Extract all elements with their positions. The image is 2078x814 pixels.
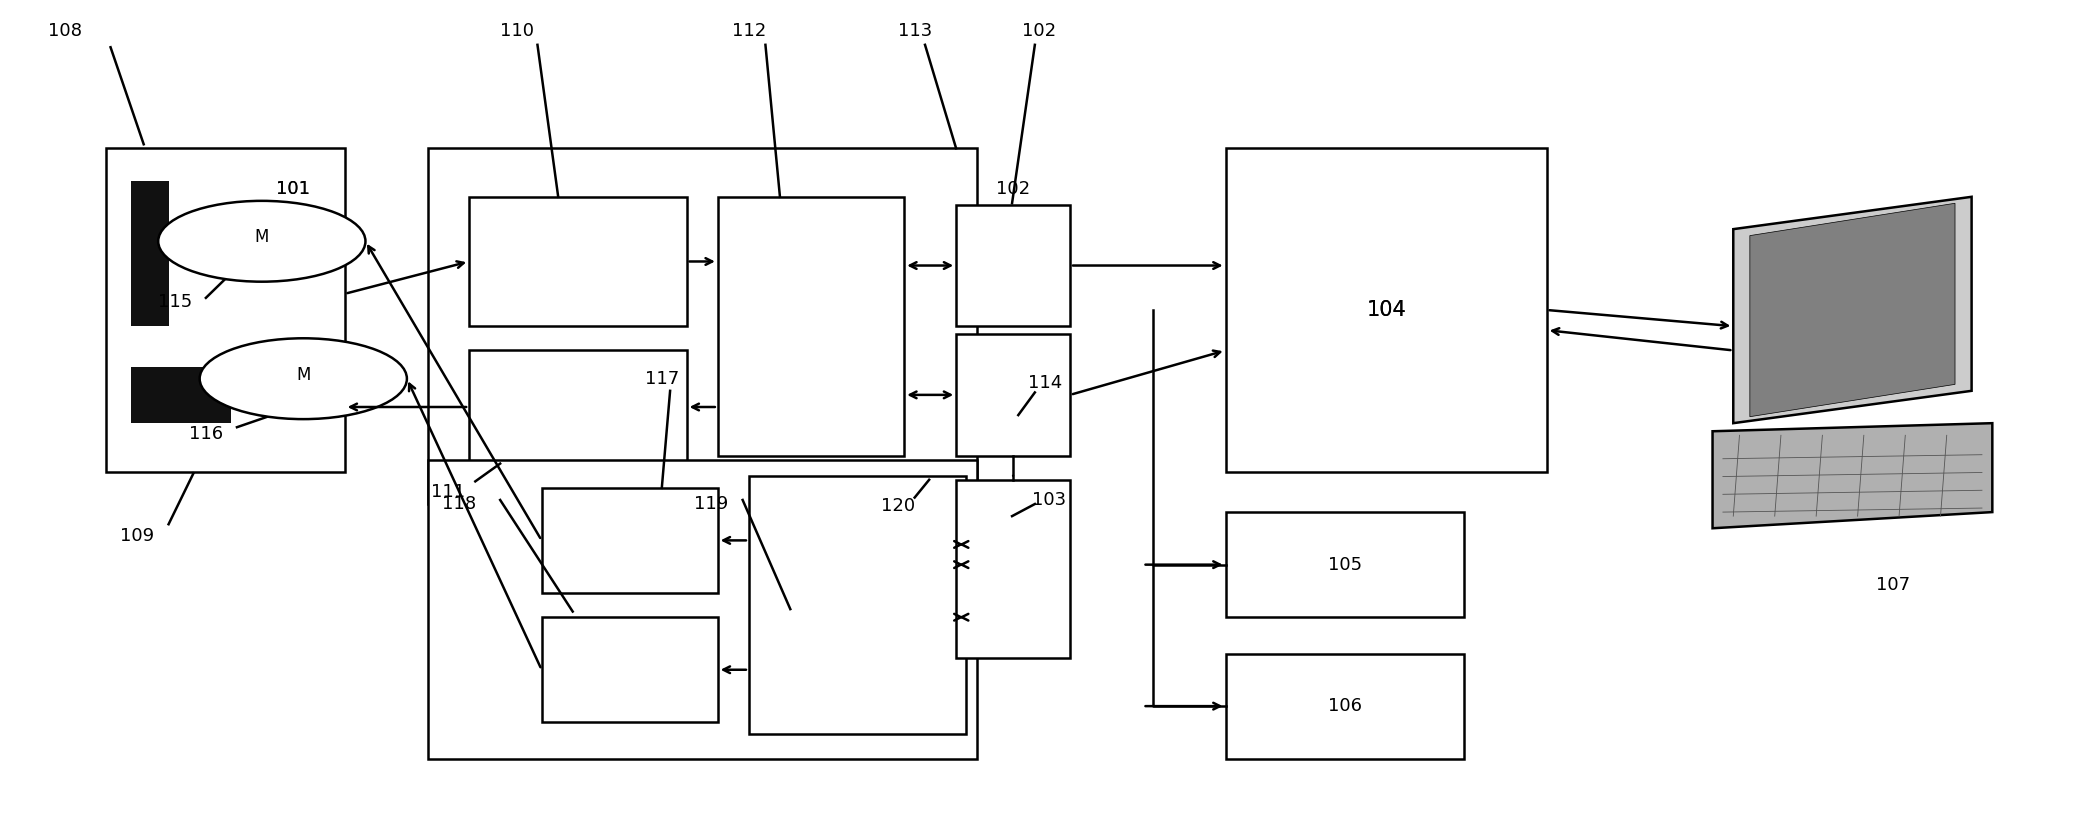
Text: 104: 104 [1365, 300, 1407, 320]
Text: 114: 114 [1029, 374, 1062, 392]
Text: 102: 102 [995, 180, 1031, 198]
Text: 117: 117 [644, 370, 680, 387]
Text: M: M [295, 365, 310, 383]
Bar [1226, 148, 1546, 471]
Text: 107: 107 [1876, 575, 1910, 594]
Bar [542, 488, 717, 593]
Circle shape [199, 339, 407, 419]
Bar [956, 205, 1070, 326]
Text: 110: 110 [499, 22, 534, 40]
Polygon shape [1712, 423, 1993, 528]
Text: 104: 104 [1365, 300, 1407, 320]
Text: 118: 118 [443, 495, 476, 513]
Text: 102: 102 [1022, 22, 1056, 40]
Text: 108: 108 [48, 22, 81, 40]
Bar [428, 148, 977, 504]
Bar [428, 460, 977, 759]
Text: 116: 116 [189, 425, 222, 443]
Bar [106, 148, 345, 471]
Bar [748, 475, 966, 734]
Text: 109: 109 [121, 527, 154, 545]
Bar [956, 335, 1070, 456]
Text: 105: 105 [1328, 556, 1361, 574]
Text: 106: 106 [1328, 697, 1361, 716]
Text: 111: 111 [432, 483, 465, 501]
Text: 103: 103 [1033, 491, 1066, 509]
Polygon shape [1733, 197, 1972, 423]
Text: 101: 101 [276, 180, 310, 198]
Circle shape [158, 201, 366, 282]
Bar [470, 350, 686, 464]
Text: 120: 120 [881, 497, 914, 514]
Bar [131, 181, 168, 326]
Bar [956, 479, 1070, 658]
Bar [1226, 512, 1463, 617]
Text: 119: 119 [694, 495, 729, 513]
Bar [1226, 654, 1463, 759]
Bar [542, 617, 717, 722]
Text: 101: 101 [276, 180, 310, 198]
Text: 113: 113 [898, 22, 931, 40]
Text: 112: 112 [731, 22, 767, 40]
Text: 115: 115 [158, 293, 191, 311]
Bar [470, 197, 686, 326]
Bar [717, 197, 904, 456]
Bar [131, 366, 231, 423]
Text: M: M [256, 228, 268, 246]
Polygon shape [1750, 204, 1955, 417]
